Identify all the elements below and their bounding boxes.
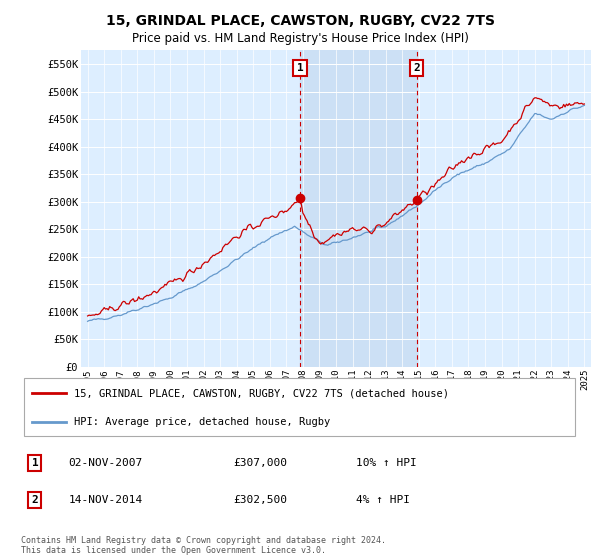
Text: £302,500: £302,500 (233, 494, 287, 505)
Text: 4% ↑ HPI: 4% ↑ HPI (356, 494, 410, 505)
Text: 2: 2 (413, 63, 420, 73)
Text: Contains HM Land Registry data © Crown copyright and database right 2024.
This d: Contains HM Land Registry data © Crown c… (21, 536, 386, 556)
Text: 15, GRINDAL PLACE, CAWSTON, RUGBY, CV22 7TS: 15, GRINDAL PLACE, CAWSTON, RUGBY, CV22 … (106, 14, 494, 28)
Text: 15, GRINDAL PLACE, CAWSTON, RUGBY, CV22 7TS (detached house): 15, GRINDAL PLACE, CAWSTON, RUGBY, CV22 … (74, 388, 449, 398)
Text: 02-NOV-2007: 02-NOV-2007 (68, 458, 143, 468)
Text: 2: 2 (32, 494, 38, 505)
Text: 1: 1 (296, 63, 304, 73)
Text: £307,000: £307,000 (233, 458, 287, 468)
Bar (300, 50, 416, 367)
Text: 1: 1 (32, 458, 38, 468)
FancyBboxPatch shape (24, 379, 575, 436)
Text: Price paid vs. HM Land Registry's House Price Index (HPI): Price paid vs. HM Land Registry's House … (131, 32, 469, 45)
Text: 10% ↑ HPI: 10% ↑ HPI (356, 458, 416, 468)
Text: 14-NOV-2014: 14-NOV-2014 (68, 494, 143, 505)
Text: HPI: Average price, detached house, Rugby: HPI: Average price, detached house, Rugb… (74, 417, 330, 427)
